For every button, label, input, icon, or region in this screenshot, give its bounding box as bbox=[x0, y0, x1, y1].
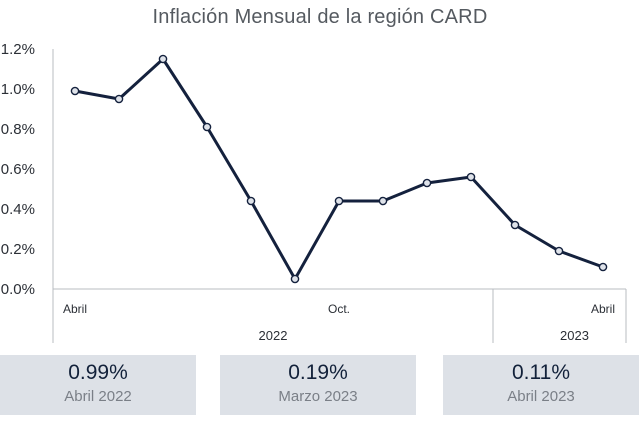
x-axis-labels: Abril Oct. Abril 2022 2023 bbox=[63, 302, 615, 343]
y-tick-label: 0.4% bbox=[1, 201, 35, 218]
stat-box-1: 0.99% Abril 2022 bbox=[0, 355, 196, 415]
data-point bbox=[334, 196, 344, 206]
x-tick-label: Abril bbox=[591, 302, 615, 316]
y-axis-ticks: 0.0% 0.2% 0.4% 0.6% 0.8% 1.0% 1.2% bbox=[1, 41, 35, 298]
data-point bbox=[422, 178, 432, 188]
data-point bbox=[466, 172, 476, 182]
data-point bbox=[378, 196, 388, 206]
y-tick-label: 1.2% bbox=[1, 41, 35, 58]
y-tick-label: 0.0% bbox=[1, 281, 35, 298]
axes bbox=[52, 49, 627, 343]
stat-label: Marzo 2023 bbox=[278, 388, 358, 405]
y-tick-label: 0.6% bbox=[1, 161, 35, 178]
data-point bbox=[246, 196, 256, 206]
y-tick-label: 0.8% bbox=[1, 121, 35, 138]
y-tick-label: 1.0% bbox=[1, 81, 35, 98]
data-point bbox=[554, 246, 564, 256]
x-tick-label: Oct. bbox=[328, 302, 350, 316]
year-label: 2023 bbox=[560, 328, 589, 343]
chart-title: Inflación Mensual de la región CARD bbox=[152, 6, 488, 28]
data-point bbox=[598, 262, 608, 272]
series-line bbox=[73, 57, 605, 281]
data-point bbox=[158, 54, 168, 64]
stat-box-3: 0.11% Abril 2023 bbox=[443, 355, 639, 415]
stat-box-2: 0.19% Marzo 2023 bbox=[220, 355, 416, 415]
stat-value: 0.19% bbox=[288, 361, 348, 384]
year-label: 2022 bbox=[259, 328, 288, 343]
line-chart: 0.0%0.2%0.4%0.6%0.8%1.0%1.2% Abril Oct. Ab… bbox=[1, 41, 627, 343]
stat-value: 0.11% bbox=[512, 361, 570, 384]
data-point bbox=[510, 220, 520, 230]
x-tick-label: Abril bbox=[63, 302, 87, 316]
stat-label: Abril 2022 bbox=[64, 388, 132, 405]
stat-value: 0.99% bbox=[68, 361, 128, 384]
data-point bbox=[114, 94, 124, 104]
data-point bbox=[290, 274, 300, 284]
y-tick-label: 0.2% bbox=[1, 241, 35, 258]
data-point bbox=[202, 122, 212, 132]
stat-label: Abril 2023 bbox=[507, 388, 575, 405]
series-group bbox=[70, 54, 608, 284]
data-point bbox=[70, 86, 80, 96]
